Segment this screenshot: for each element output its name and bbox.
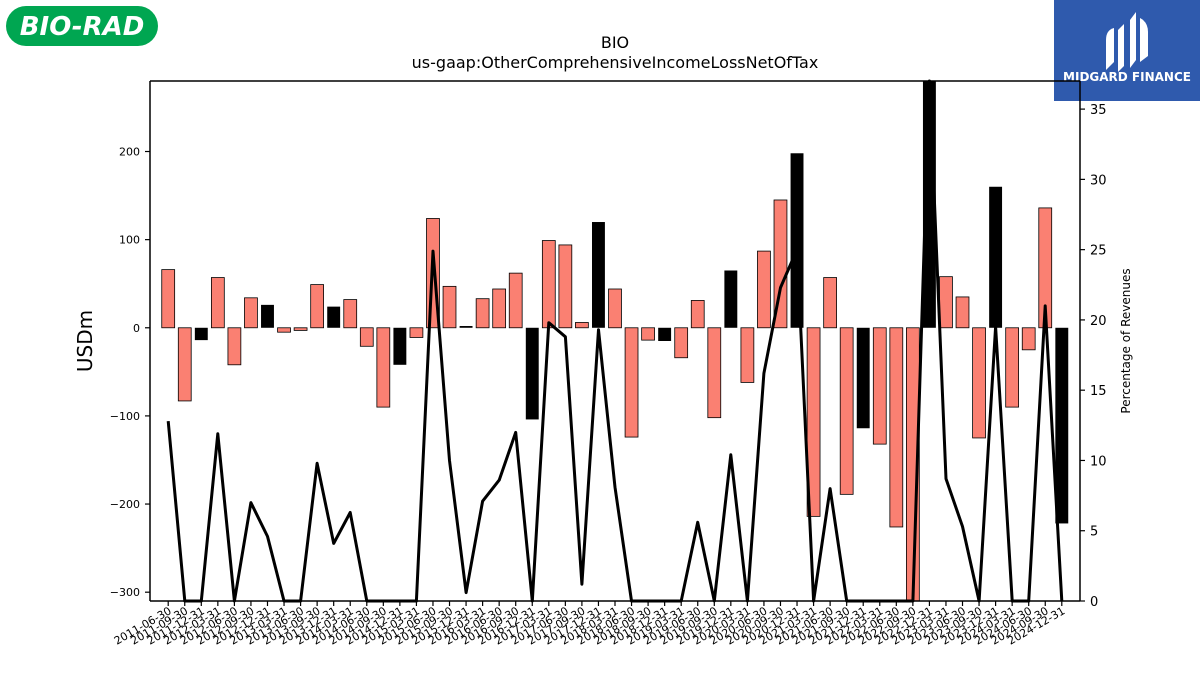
- bio-rad-logo: BIO-RAD: [6, 6, 158, 46]
- bar-2020-12-31: [790, 153, 804, 328]
- bio-rad-logo-background: [6, 6, 158, 46]
- chart-title: BIO: [601, 33, 629, 52]
- bar-2020-06-30: [757, 250, 771, 329]
- bar-2017-09-30: [575, 322, 589, 329]
- bar-2013-03-31: [277, 327, 291, 333]
- bar-2018-12-31: [658, 327, 672, 341]
- bio-rad-logo-text: BIO-RAD: [20, 12, 145, 42]
- bar-2019-06-30: [690, 300, 705, 329]
- bar-2016-06-30: [492, 288, 507, 329]
- bar-2012-09-30: [244, 297, 258, 329]
- bar-2024-03-31: [1005, 327, 1020, 408]
- midgard-logo-background: [1054, 0, 1200, 101]
- bar-2023-12-31: [989, 186, 1003, 328]
- bar-2015-03-31: [409, 327, 424, 338]
- y2-tick-label: 25: [1090, 244, 1107, 259]
- bar-2015-12-31: [459, 326, 473, 328]
- bar-2012-03-31: [210, 277, 225, 329]
- bar-2016-03-31: [475, 298, 490, 329]
- y-tick-label: −300: [110, 586, 140, 599]
- bar-2011-06-30: [161, 269, 176, 329]
- axes: −300−200−1000100200051015202530352011-06…: [110, 80, 1107, 648]
- bar-2014-09-30: [376, 327, 391, 408]
- bar-2013-09-30: [310, 284, 324, 329]
- y2-tick-label: 5: [1090, 525, 1098, 540]
- midgard-logo-icon: [1106, 12, 1148, 72]
- bar-2021-09-30: [839, 327, 854, 495]
- y2-tick-label: 30: [1090, 173, 1107, 188]
- bar-2012-12-31: [261, 304, 274, 328]
- bar-2024-12-31: [1055, 327, 1069, 524]
- bar-2018-03-31: [608, 288, 622, 329]
- y2-tick-label: 10: [1090, 454, 1107, 469]
- bar-2021-12-31: [856, 327, 870, 429]
- bar-2018-09-30: [641, 327, 655, 341]
- chart-subtitle: us-gaap:OtherComprehensiveIncomeLossNetO…: [412, 53, 819, 72]
- bar-2024-06-30: [1021, 327, 1036, 351]
- percentage-of-revenues-line: [166, 79, 1064, 603]
- bar-2023-03-31: [939, 276, 953, 329]
- midgard-finance-logo: MIDGARD FINANCE: [1054, 0, 1200, 101]
- bar-2021-06-30: [823, 277, 837, 329]
- bar-2016-12-31: [525, 327, 539, 420]
- bar-2019-03-31: [674, 327, 689, 359]
- y2-tick-label: 35: [1090, 103, 1107, 118]
- bar-2016-09-30: [508, 272, 523, 329]
- bar-2014-12-31: [393, 327, 407, 365]
- bar-2021-03-31: [806, 327, 821, 517]
- bar-2017-12-31: [591, 222, 605, 328]
- bar-2012-06-30: [227, 327, 242, 366]
- bar-2018-06-30: [624, 327, 639, 438]
- bar-2011-12-31: [194, 327, 208, 341]
- midgard-logo-text: MIDGARD FINANCE: [1063, 70, 1191, 84]
- bar-2013-12-31: [327, 306, 341, 328]
- y-tick-label: −200: [110, 498, 140, 511]
- y2-tick-label: 15: [1090, 384, 1107, 399]
- bar-2011-09-30: [177, 327, 192, 402]
- bar-2014-06-30: [359, 327, 374, 347]
- y2-axis-label: Percentage of Revenues: [1119, 268, 1133, 413]
- bar-2015-09-30: [442, 285, 457, 329]
- y2-tick-label: 0: [1090, 595, 1098, 610]
- bar-2017-03-31: [541, 240, 556, 329]
- bar-2022-03-31: [872, 327, 887, 445]
- y-axis-label: USDm: [73, 310, 97, 372]
- bar-2014-03-31: [343, 299, 358, 329]
- bar-2020-03-31: [740, 327, 755, 383]
- bar-2023-06-30: [955, 296, 970, 329]
- y-tick-label: 100: [119, 234, 140, 247]
- y-tick-label: −100: [110, 410, 140, 423]
- y-tick-label: 0: [133, 322, 140, 335]
- y2-tick-label: 20: [1090, 314, 1107, 329]
- bar-2022-06-30: [889, 327, 904, 528]
- bar-group: [161, 81, 1069, 602]
- bar-2019-12-31: [724, 270, 738, 328]
- bar-2019-09-30: [707, 327, 722, 419]
- bar-2017-06-30: [558, 244, 573, 329]
- bar-2023-09-30: [972, 327, 986, 439]
- bar-2020-09-30: [773, 199, 788, 329]
- y-tick-label: 200: [119, 146, 140, 159]
- bar-2013-06-30: [293, 327, 308, 331]
